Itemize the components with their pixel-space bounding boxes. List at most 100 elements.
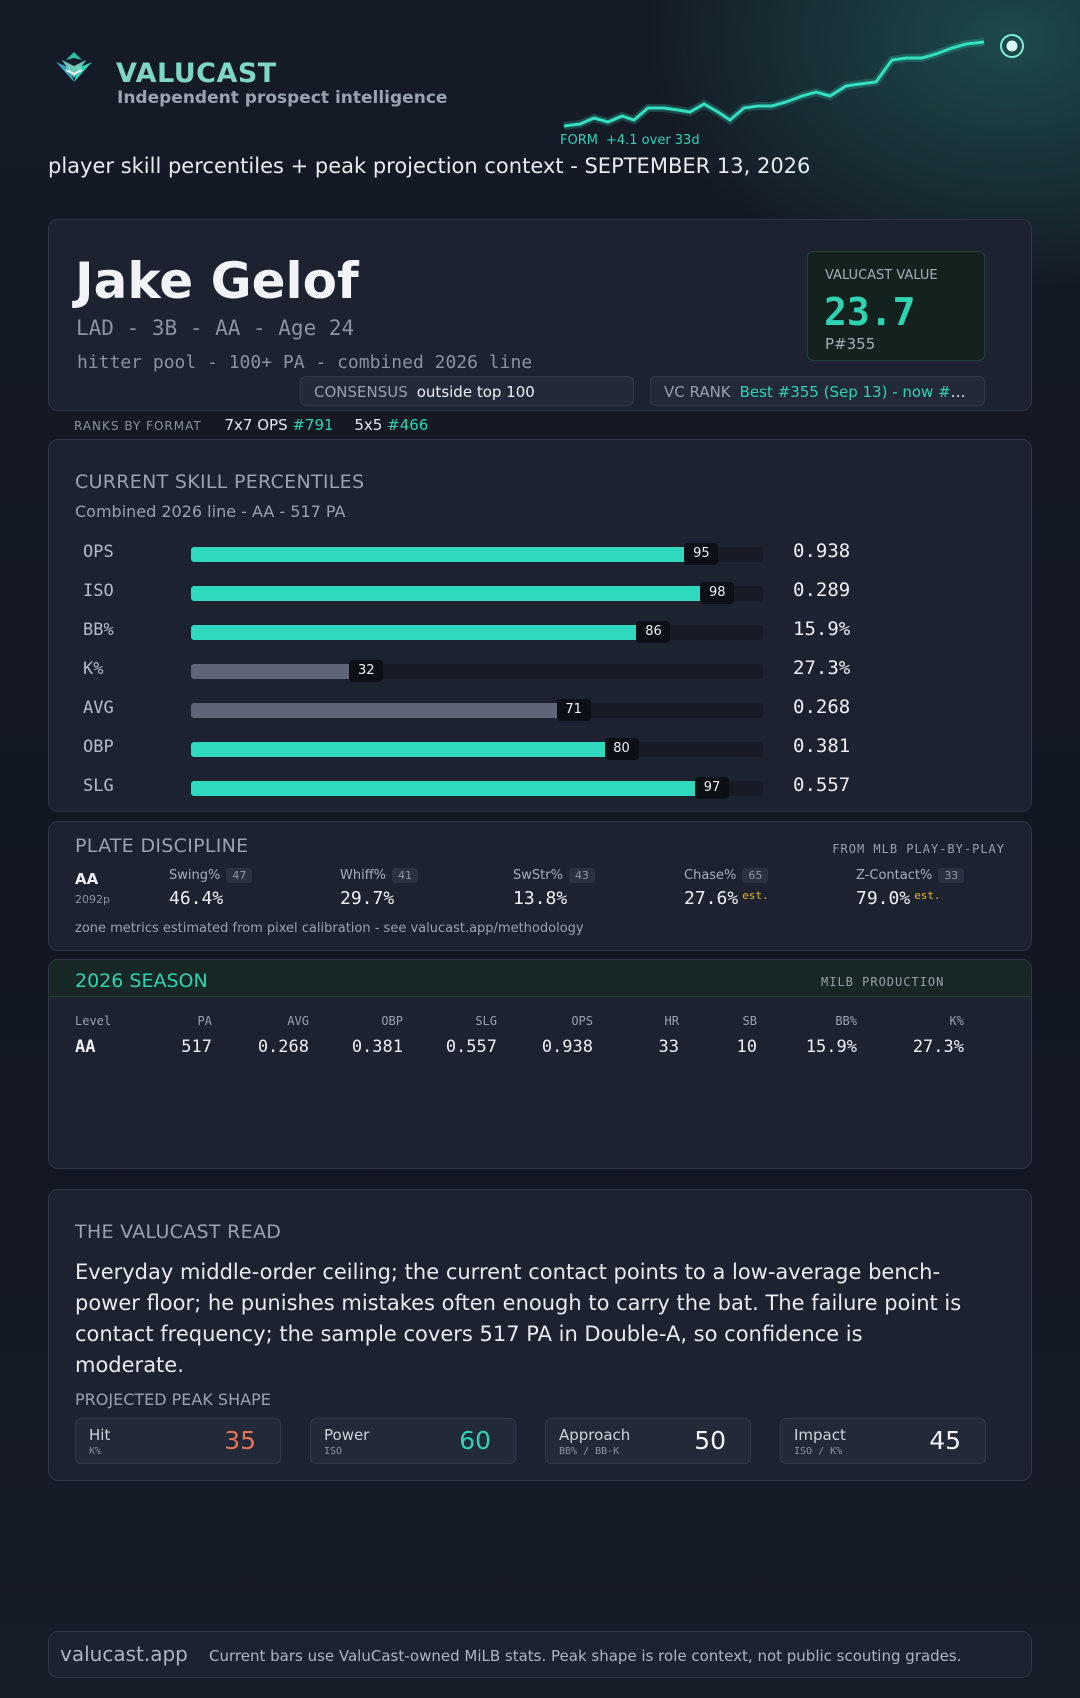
percentile-badge: 80 bbox=[604, 738, 639, 760]
read-text: Everyday middle-order ceiling; the curre… bbox=[75, 1260, 962, 1377]
percentile-label: BB% bbox=[83, 620, 114, 640]
format-7x7-name: 7x7 OPS bbox=[224, 416, 288, 434]
plate-metric-header: Whiff% 41 bbox=[340, 864, 500, 883]
ranks-by-format: RANKS BY FORMAT 7x7 OPS #791 5x5 #466 bbox=[74, 416, 428, 434]
season-cell: 0.938 bbox=[541, 1037, 593, 1057]
season-cell: 0.381 bbox=[351, 1037, 403, 1057]
plate-metric-rank: 41 bbox=[392, 868, 419, 883]
percentile-value: 0.268 bbox=[793, 696, 851, 718]
season-cell: 10 bbox=[736, 1037, 757, 1057]
percentile-bar-fill bbox=[191, 664, 362, 679]
consensus-value: outside top 100 bbox=[416, 383, 535, 401]
percentile-value: 15.9% bbox=[793, 618, 851, 640]
estimate-badge: est. bbox=[914, 889, 941, 902]
form-label: FORM +4.1 over 33d bbox=[560, 133, 700, 148]
season-header-bar bbox=[49, 960, 1031, 997]
percentile-badge: 95 bbox=[684, 543, 719, 565]
percentile-label: OBP bbox=[83, 737, 114, 757]
season-cell: AA bbox=[75, 1037, 96, 1057]
plate-metric-header: Chase% 65 bbox=[684, 864, 844, 883]
plate-metric-value: 27.6% bbox=[684, 888, 739, 909]
season-col-header: Level bbox=[75, 1014, 112, 1028]
page-subtitle: player skill percentiles + peak projecti… bbox=[48, 154, 811, 178]
brand-tagline: Independent prospect intelligence bbox=[117, 88, 448, 108]
percentile-bar-track: 98 bbox=[191, 582, 763, 604]
percentile-bar-fill bbox=[191, 586, 713, 601]
peak-shape-basis: BB% / BB-K bbox=[559, 1446, 620, 1457]
percentiles-subtitle: Combined 2026 line - AA - 517 PA bbox=[75, 502, 346, 521]
plate-metric: Whiff% 41 29.7% bbox=[340, 864, 500, 909]
ranks-label: RANKS BY FORMAT bbox=[74, 419, 202, 433]
peak-shape-card: Impact ISO / K% 45 bbox=[780, 1418, 986, 1464]
footer-note: Current bars use ValuCast-owned MiLB sta… bbox=[209, 1647, 962, 1665]
vc-rank-label: VC RANK bbox=[664, 383, 731, 401]
vc-rank-pill: VC RANK Best #355 (Sep 13) - now #355 bbox=[650, 376, 985, 406]
peak-shape-basis: ISO bbox=[324, 1446, 343, 1457]
percentile-value: 0.557 bbox=[793, 774, 851, 796]
plate-metric-value: 46.4% bbox=[169, 888, 224, 909]
consensus-label: CONSENSUS bbox=[314, 383, 408, 401]
form-sparkline-glow bbox=[563, 38, 985, 130]
percentile-bar-track: 95 bbox=[191, 543, 763, 565]
format-7x7-rank: #791 bbox=[292, 416, 334, 434]
percentile-value: 0.289 bbox=[793, 579, 851, 601]
percentile-bar-track: 80 bbox=[191, 738, 763, 760]
plate-metric-name: Swing% bbox=[169, 868, 221, 883]
percentile-bar-fill bbox=[191, 547, 697, 562]
peak-shape-grade: 50 bbox=[694, 1426, 726, 1455]
peak-shape-card: Power ISO 60 bbox=[310, 1418, 516, 1464]
peak-shape-card: Approach BB% / BB-K 50 bbox=[545, 1418, 751, 1464]
footer: valucast.app Current bars use ValuCast-o… bbox=[48, 1631, 1032, 1678]
peak-shape-name: Hit bbox=[89, 1426, 111, 1444]
value-label: VALUCAST VALUE bbox=[825, 268, 938, 283]
plate-metric-rank: 47 bbox=[226, 868, 253, 883]
percentile-value: 0.381 bbox=[793, 735, 851, 757]
plate-metric: SwStr% 43 13.8% bbox=[513, 864, 673, 909]
player-card: Jake Gelof LAD - 3B - AA - Age 24 hitter… bbox=[48, 219, 1032, 411]
value-rank: P#355 bbox=[825, 335, 876, 353]
percentile-bar-track: 32 bbox=[191, 660, 763, 682]
plate-metric-name: SwStr% bbox=[513, 868, 563, 883]
plate-discipline-pitches: 2092p bbox=[75, 893, 110, 906]
peak-shape-title: PROJECTED PEAK SHAPE bbox=[75, 1390, 271, 1409]
season-col-header: K% bbox=[949, 1014, 964, 1028]
plate-metric-header: Swing% 47 bbox=[169, 864, 329, 883]
plate-metric-value-row: 27.6% est. bbox=[684, 888, 844, 909]
percentile-value: 0.938 bbox=[793, 540, 851, 562]
percentile-row: OBP 80 0.381 bbox=[49, 733, 1033, 763]
percentile-badge: 32 bbox=[349, 660, 384, 682]
plate-metric-value: 13.8% bbox=[513, 888, 568, 909]
valucast-read-card: THE VALUCAST READ Everyday middle-order … bbox=[48, 1189, 1032, 1481]
form-sparkline-line bbox=[563, 40, 985, 128]
season-cell: 27.3% bbox=[912, 1037, 964, 1057]
season-card: 2026 SEASON MILB PRODUCTION Level AA PA 517… bbox=[48, 959, 1032, 1169]
estimate-badge: est. bbox=[742, 889, 769, 902]
brand-name: VALUCAST bbox=[116, 58, 277, 89]
plate-metric-value: 79.0% bbox=[856, 888, 911, 909]
season-col-header: SB bbox=[742, 1014, 757, 1028]
plate-metric-name: Z-Contact% bbox=[856, 868, 933, 883]
percentile-label: OPS bbox=[83, 542, 114, 562]
player-meta: LAD - 3B - AA - Age 24 bbox=[76, 316, 355, 340]
format-5x5-name: 5x5 bbox=[354, 416, 383, 434]
read-title: THE VALUCAST READ bbox=[75, 1221, 282, 1243]
percentile-row: SLG 97 0.557 bbox=[49, 772, 1033, 802]
plate-metric-value-row: 29.7% bbox=[340, 888, 500, 909]
percentile-row: BB% 86 15.9% bbox=[49, 616, 1033, 646]
form-sparkline-endpoint bbox=[1006, 40, 1018, 52]
season-col-header: HR bbox=[664, 1014, 679, 1028]
value-number: 23.7 bbox=[824, 290, 916, 334]
peak-shape-grade: 60 bbox=[459, 1426, 491, 1455]
plate-metric-value-row: 13.8% bbox=[513, 888, 673, 909]
season-cell: 517 bbox=[181, 1037, 212, 1057]
footer-site-link[interactable]: valucast.app bbox=[60, 1642, 188, 1666]
plate-discipline-source: FROM MLB PLAY-BY-PLAY bbox=[832, 842, 1005, 856]
percentile-bar-fill bbox=[191, 781, 707, 796]
season-col-header: PA bbox=[197, 1014, 212, 1028]
season-col-header: SLG bbox=[475, 1014, 497, 1028]
season-col-header: AVG bbox=[287, 1014, 309, 1028]
percentile-bar-fill bbox=[191, 742, 617, 757]
plate-discipline-level: AA bbox=[75, 870, 99, 888]
season-col-header: BB% bbox=[835, 1014, 857, 1028]
percentiles-title: CURRENT SKILL PERCENTILES bbox=[75, 471, 365, 493]
